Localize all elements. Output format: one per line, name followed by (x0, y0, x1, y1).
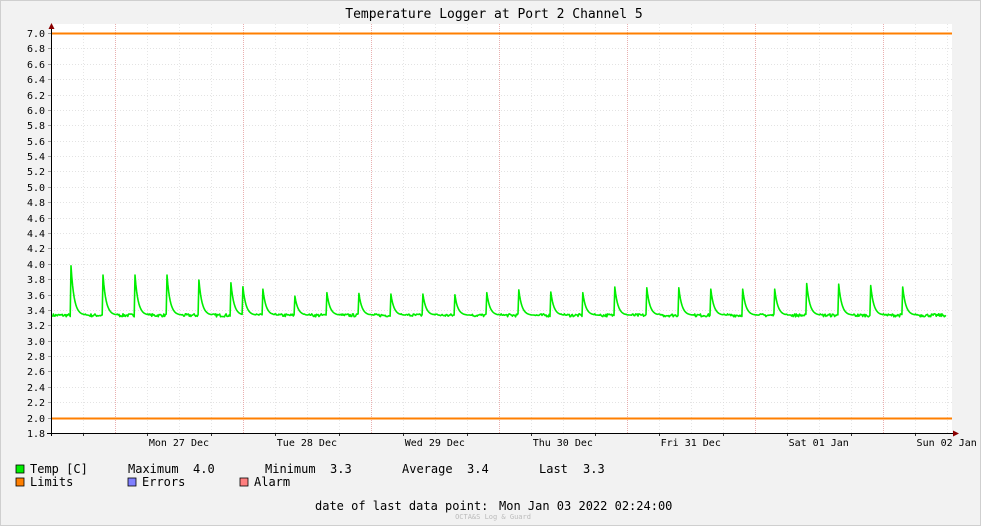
axes (47, 23, 959, 437)
plot-area (51, 24, 952, 434)
y-tick-label: 3.0 (27, 337, 45, 348)
y-tick-label: 5.4 (27, 152, 45, 163)
y-tick-label: 2.4 (27, 383, 45, 394)
average-label: Average (402, 462, 453, 476)
y-tick-label: 6.4 (27, 75, 45, 86)
temp-legend-swatch (15, 464, 25, 474)
y-tick-label: 5.2 (27, 167, 45, 178)
average-value: 3.4 (467, 462, 489, 476)
y-tick-label: 3.4 (27, 306, 45, 317)
alarm-legend-label: Alarm (254, 475, 290, 489)
maximum-value: 4.0 (193, 462, 215, 476)
x-tick-label: Fri 31 Dec (661, 438, 721, 449)
y-tick-label: 5.0 (27, 183, 45, 194)
x-tick-label: Tue 28 Dec (277, 438, 337, 449)
last-data-point-value: Mon Jan 03 2022 02:24:00 (499, 499, 672, 513)
y-tick-label: 2.8 (27, 352, 45, 363)
last-data-point-label: date of last data point: (315, 499, 488, 513)
footer: date of last data point: Mon Jan 03 2022… (315, 499, 672, 521)
y-tick-label: 2.0 (27, 414, 45, 425)
y-tick-label: 6.2 (27, 91, 45, 102)
y-tick-label: 2.6 (27, 367, 45, 378)
x-tick-label: Wed 29 Dec (405, 438, 465, 449)
series-layer (51, 264, 947, 318)
errors-legend-label: Errors (142, 475, 185, 489)
y-tick-label: 6.0 (27, 106, 45, 117)
last-value: 3.3 (583, 462, 605, 476)
y-tick-label: 4.2 (27, 244, 45, 255)
x-tick-label: Thu 30 Dec (533, 438, 593, 449)
temp-series-line (51, 264, 947, 318)
minimum-value: 3.3 (330, 462, 352, 476)
x-tick-label: Sat 01 Jan (789, 438, 849, 449)
x-axis-arrow (953, 430, 959, 437)
y-tick-label: 4.6 (27, 214, 45, 225)
y-tick-label: 6.6 (27, 60, 45, 71)
x-tick-labels: Mon 27 Dec Tue 28 Dec Wed 29 Dec Thu 30 Dec… (149, 438, 977, 449)
y-tick-label: 5.8 (27, 121, 45, 132)
y-tick-label: 1.8 (27, 429, 45, 440)
y-tick-label: 2.2 (27, 398, 45, 409)
maximum-label: Maximum (128, 462, 179, 476)
limits-legend-label: Limits (30, 475, 73, 489)
y-tick-label: 7.0 (27, 29, 45, 40)
chart-title: Temperature Logger at Port 2 Channel 5 (345, 7, 642, 22)
y-tick-labels: 7.0 6.8 6.6 6.4 6.2 6.0 5.8 5.6 5.4 5.2 5.0 4.8 4.6 4… (27, 29, 45, 440)
y-tick-label: 6.8 (27, 44, 45, 55)
watermark: OCTA&S Log & Guard (455, 513, 531, 521)
last-label: Last (539, 462, 568, 476)
legend: Temp [C] Maximum 4.0 Minimum 3.3 Average… (15, 462, 605, 489)
x-tick-label: Sun 02 Jan (917, 438, 977, 449)
errors-legend-swatch (127, 477, 137, 487)
y-tick-label: 3.6 (27, 291, 45, 302)
y-axis-arrow (48, 23, 55, 29)
y-tick-label: 4.8 (27, 198, 45, 209)
y-tick-label: 4.4 (27, 229, 45, 240)
alarm-legend-swatch (239, 477, 249, 487)
x-tick-label: Mon 27 Dec (149, 438, 209, 449)
limit-lines (51, 32, 952, 420)
limits-legend-swatch (15, 477, 25, 487)
y-tick-label: 3.2 (27, 321, 45, 332)
y-tick-label: 4.0 (27, 260, 45, 271)
y-tick-label: 5.6 (27, 137, 45, 148)
y-tick-label: 3.8 (27, 275, 45, 286)
minimum-label: Minimum (265, 462, 316, 476)
temp-legend-label: Temp [C] (30, 462, 88, 476)
